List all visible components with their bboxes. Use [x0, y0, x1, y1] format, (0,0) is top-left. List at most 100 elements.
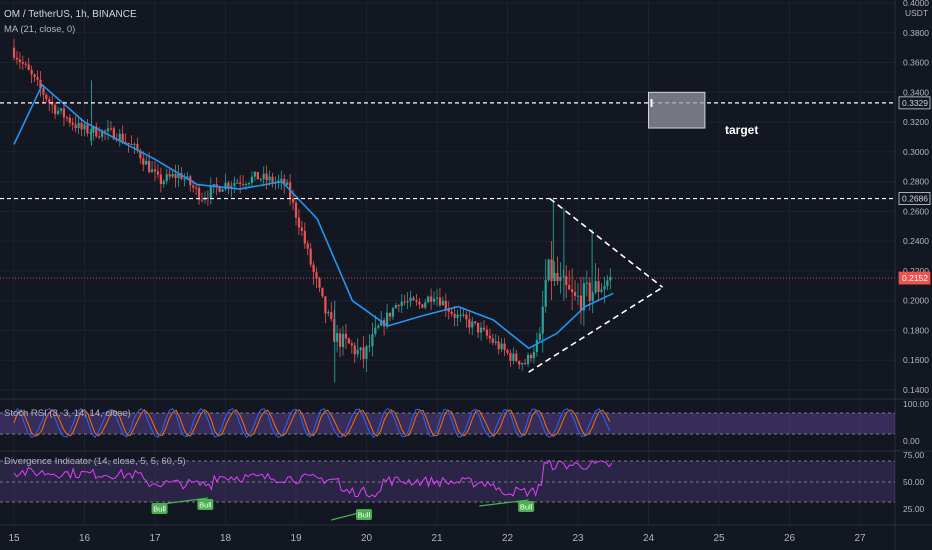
candle-up	[600, 289, 603, 292]
candle-up	[233, 183, 236, 186]
candle-up	[56, 110, 60, 114]
candle-down	[468, 319, 471, 328]
candle-up	[377, 325, 380, 328]
candle-up	[544, 279, 547, 307]
time-tick-label: 20	[361, 533, 373, 544]
candle-up	[441, 300, 444, 306]
candle-up	[409, 297, 412, 302]
candle-up	[145, 160, 148, 165]
candle-up	[209, 186, 212, 198]
candle-down	[515, 353, 518, 362]
candle-down	[27, 64, 30, 70]
candle-down	[388, 312, 392, 317]
candle-down	[482, 327, 486, 330]
candle-down	[321, 287, 324, 297]
candle-down	[139, 150, 142, 159]
ma-indicator-label[interactable]: MA (21, close, 0)	[4, 24, 76, 35]
time-tick-label: 27	[854, 533, 866, 544]
divergence-tick-label: 75.00	[903, 450, 925, 460]
candle-up	[186, 176, 189, 179]
candle-down	[271, 176, 274, 183]
candle-up	[512, 353, 515, 361]
candle-up	[280, 178, 283, 181]
candle-down	[529, 354, 533, 359]
candle-down	[491, 338, 494, 343]
candle-down	[48, 99, 51, 103]
candle-down	[30, 69, 33, 75]
candle-down	[338, 333, 342, 348]
price-tick-label: 0.1400	[903, 385, 929, 395]
time-tick-label: 24	[643, 533, 655, 544]
time-axis[interactable]: 15 16 17 18 19 20 21 22 23 24 25 26 27	[8, 533, 866, 544]
currency-label: USDT	[905, 8, 929, 18]
candle-up	[500, 343, 503, 350]
candle-up	[118, 133, 121, 140]
candle-down	[136, 144, 139, 151]
candle-up	[247, 182, 251, 185]
candle-down	[353, 345, 356, 355]
candle-down	[62, 108, 66, 118]
candle-down	[45, 94, 48, 100]
candle-down	[156, 171, 160, 175]
candle-down	[71, 122, 74, 125]
stoch-tick-label: 100.00	[903, 399, 929, 409]
candle-down	[142, 158, 145, 165]
time-tick-label: 17	[149, 533, 161, 544]
candle-up	[277, 180, 280, 182]
stoch-rsi-label[interactable]: Stoch RSI (3, 3, 14, 14, close)	[4, 408, 131, 419]
candle-down	[300, 227, 303, 231]
candle-down	[98, 136, 101, 138]
time-tick-label: 18	[220, 533, 232, 544]
candle-up	[471, 321, 474, 328]
divergence-pane: Bull Bull Bull Bull	[0, 459, 895, 521]
candle-down	[568, 285, 571, 290]
candle-up	[459, 314, 462, 316]
symbol-title[interactable]: OM / TetherUS, 1h, BINANCE	[4, 9, 137, 20]
candle-down	[333, 319, 336, 342]
candle-down	[24, 63, 27, 65]
candle-up	[177, 173, 180, 179]
candle-down	[344, 333, 348, 339]
target-label: target	[725, 123, 758, 137]
price-tick-label: 0.1600	[903, 355, 929, 365]
candle-up	[535, 340, 538, 353]
triangle-lower-trendline	[528, 286, 664, 373]
candle-up	[371, 333, 374, 347]
candle-up	[356, 349, 359, 355]
candle-up	[89, 132, 92, 134]
time-tick-label: 25	[713, 533, 725, 544]
candle-up	[224, 182, 227, 190]
price-level-tag	[898, 271, 931, 285]
candle-down	[330, 312, 333, 320]
candle-down	[15, 57, 19, 60]
candle-up	[538, 333, 541, 341]
candle-up	[609, 276, 612, 281]
candle-down	[124, 142, 127, 144]
bull-badge-label: Bull	[199, 501, 212, 510]
candle-down	[180, 173, 183, 179]
candle-up	[576, 295, 580, 297]
price-axis[interactable]: 0.4000 0.3800 0.3600 0.3400 0.3200 0.3000 0.28…	[898, 0, 931, 514]
divergence-indicator-label[interactable]: Divergence Indicator (14, close, 5, 5, 6…	[4, 456, 186, 467]
candle-down	[306, 243, 309, 249]
candle-down	[80, 122, 83, 130]
candle-up	[171, 174, 174, 177]
candle-down	[318, 278, 321, 288]
candle-up	[406, 301, 409, 303]
candle-down	[412, 297, 415, 301]
divergence-rsi-line	[13, 459, 613, 498]
price-tick-label: 0.3800	[903, 28, 929, 38]
divergence-tick-label: 25.00	[903, 504, 925, 514]
time-tick-label: 22	[502, 533, 514, 544]
candle-up	[359, 347, 362, 350]
candle-up	[553, 272, 556, 282]
candle-down	[39, 79, 42, 89]
candle-up	[547, 259, 550, 280]
candle-down	[397, 305, 400, 307]
candle-down	[95, 126, 98, 137]
candle-up	[391, 308, 395, 317]
candle-down	[579, 295, 583, 311]
candle-up	[268, 176, 271, 181]
candle-down	[565, 276, 568, 286]
